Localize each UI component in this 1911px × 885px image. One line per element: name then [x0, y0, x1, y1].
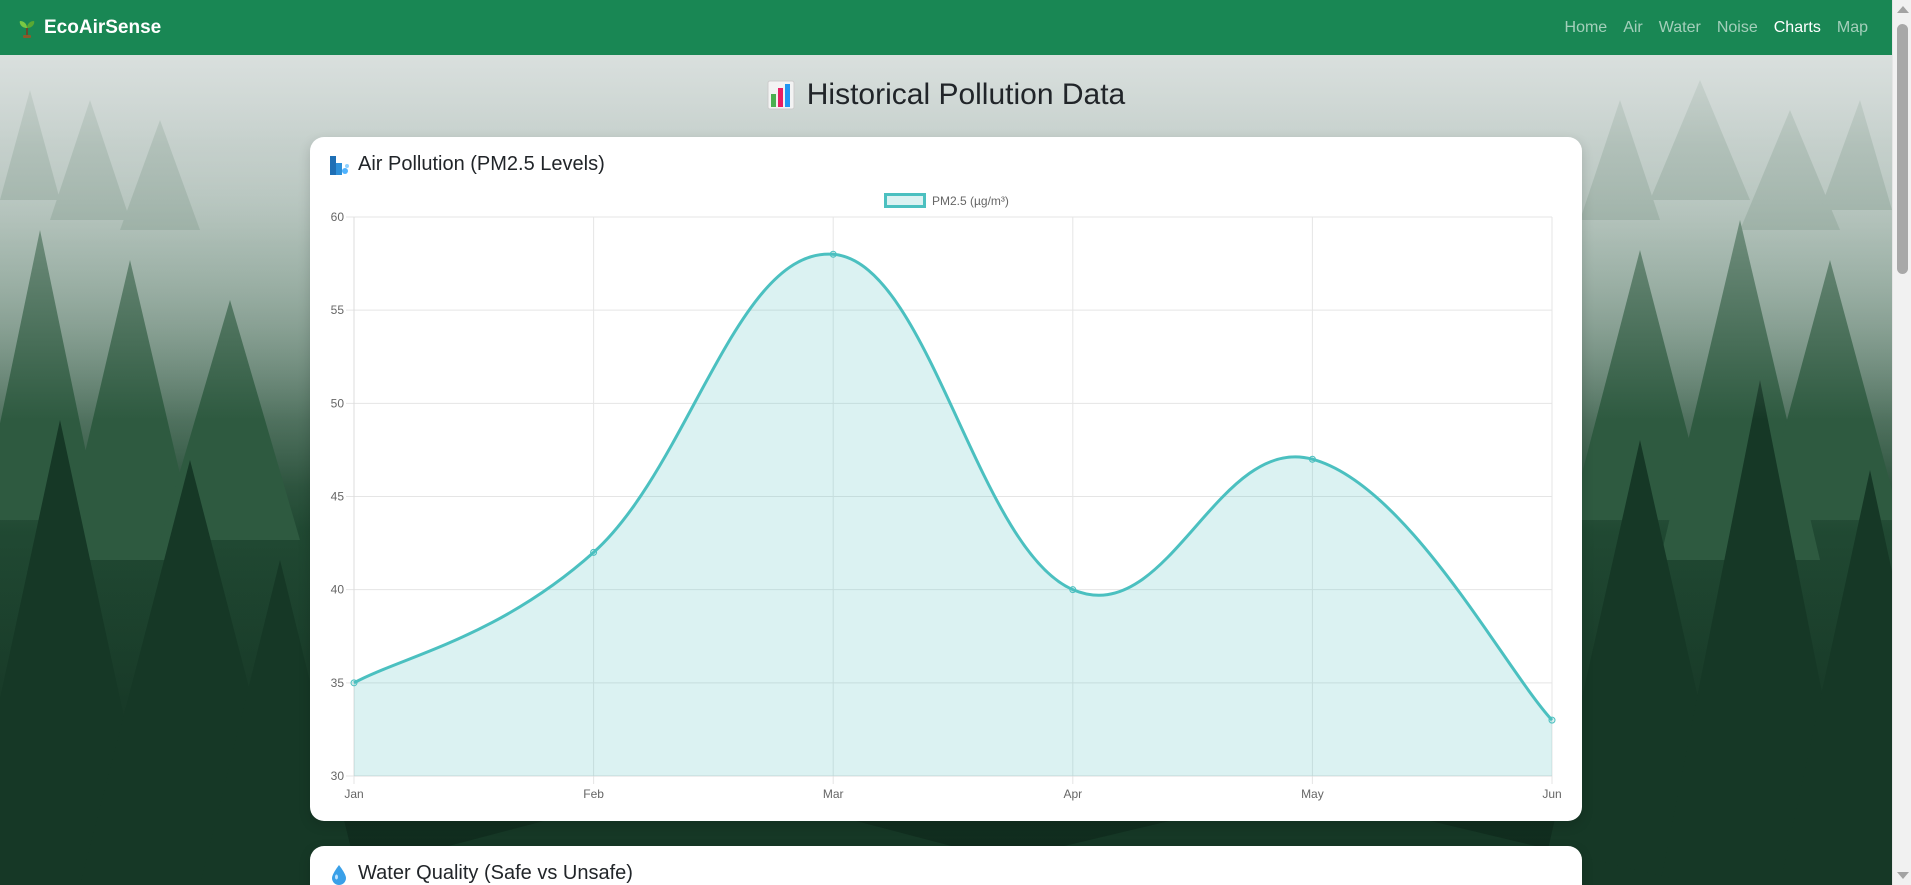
nav-link-noise[interactable]: Noise	[1716, 18, 1758, 36]
nav-link-charts[interactable]: Charts	[1773, 18, 1821, 36]
y-tick-label: 45	[331, 490, 345, 504]
bar-chart-icon	[767, 80, 795, 110]
series-line	[353, 252, 1554, 722]
scroll-thumb[interactable]	[1897, 24, 1908, 274]
series-area-fill	[354, 254, 1552, 776]
data-point	[1308, 455, 1316, 463]
data-point	[350, 679, 358, 687]
page-title-text: Historical Pollution Data	[806, 78, 1126, 111]
nav-link-water[interactable]: Water	[1658, 18, 1701, 36]
nav-link-map[interactable]: Map	[1836, 18, 1868, 36]
y-tick-label: 55	[331, 303, 345, 317]
data-point	[829, 250, 837, 258]
scroll-up-arrow-icon[interactable]	[1897, 6, 1909, 13]
air-card-header: Air Pollution (PM2.5 Levels)	[328, 153, 605, 176]
x-tick-label: Mar	[823, 787, 844, 801]
y-tick-label: 60	[331, 210, 345, 224]
top-navbar: EcoAirSense Home Air Water Noise Charts …	[0, 0, 1892, 55]
y-tick-label: 35	[331, 676, 345, 690]
x-tick-label: Feb	[583, 787, 604, 801]
nav-links: Home Air Water Noise Charts Map	[1557, 19, 1876, 37]
y-tick-label: 40	[331, 583, 345, 597]
seedling-icon	[16, 17, 38, 39]
page-title: Historical Pollution Data	[0, 78, 1892, 112]
scroll-down-arrow-icon[interactable]	[1897, 872, 1909, 879]
pm25-line-chart: 30 35 40 45 50 55 60 Jan Feb Mar Apr May Jun	[331, 210, 1562, 801]
factory-icon	[328, 154, 350, 176]
x-tick-label: May	[1301, 787, 1324, 801]
water-drop-icon	[328, 863, 350, 885]
chart-legend[interactable]: PM2.5 (µg/m³)	[884, 193, 1009, 208]
data-point	[590, 548, 598, 556]
x-tick-label: Jan	[344, 787, 363, 801]
y-tick-label: 30	[331, 769, 345, 783]
nav-link-home[interactable]: Home	[1564, 18, 1608, 36]
nav-link-air[interactable]: Air	[1623, 18, 1643, 36]
y-tick-label: 50	[331, 396, 345, 410]
x-tick-label: Apr	[1063, 787, 1082, 801]
data-point	[1069, 586, 1077, 594]
legend-label: PM2.5 (µg/m³)	[932, 193, 1009, 208]
water-card-header: Water Quality (Safe vs Unsafe)	[328, 862, 633, 885]
brand-logo[interactable]: EcoAirSense	[16, 17, 161, 39]
water-card-title: Water Quality (Safe vs Unsafe)	[358, 862, 633, 884]
legend-swatch	[884, 193, 926, 208]
air-pollution-card: Air Pollution (PM2.5 Levels) PM2.5 (µg/m…	[310, 137, 1582, 821]
page-scrollbar[interactable]	[1892, 0, 1911, 885]
water-quality-card: Water Quality (Safe vs Unsafe)	[310, 846, 1582, 885]
data-point	[1548, 716, 1556, 724]
brand-name: EcoAirSense	[44, 16, 162, 38]
air-card-title: Air Pollution (PM2.5 Levels)	[358, 153, 605, 175]
x-tick-label: Jun	[1542, 787, 1561, 801]
